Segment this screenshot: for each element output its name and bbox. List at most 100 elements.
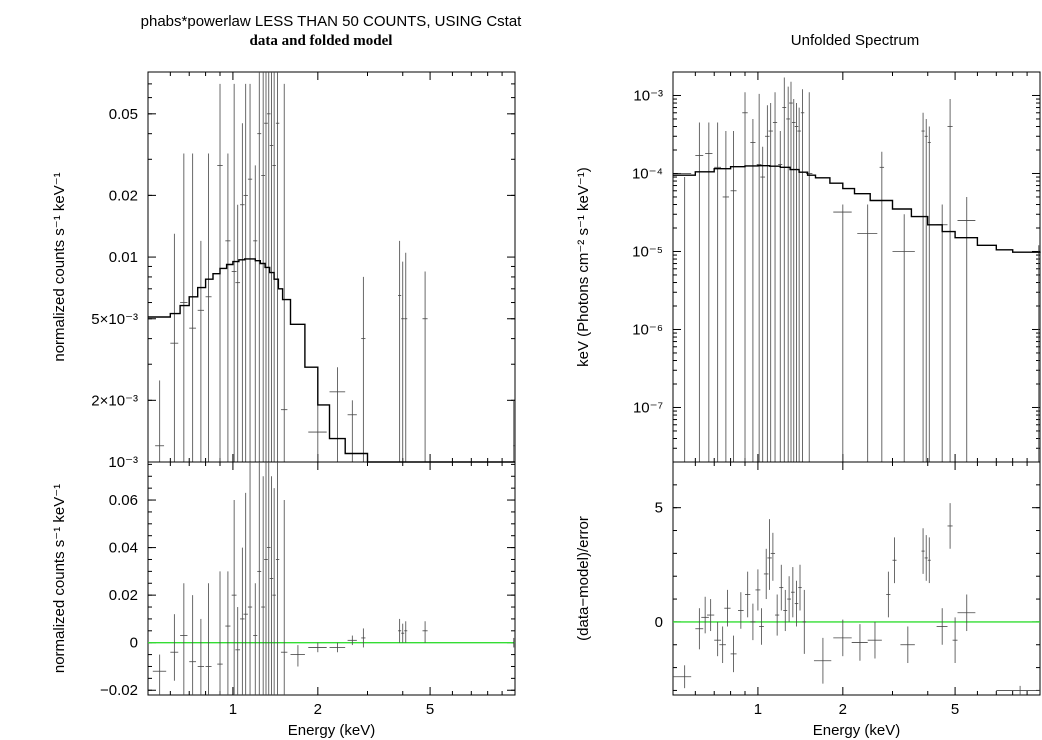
data-point [398, 240, 402, 462]
data-point [768, 103, 773, 462]
x-tick-label: 2 [839, 701, 847, 718]
data-point [763, 548, 769, 600]
data-point [724, 589, 731, 627]
data-point [189, 595, 197, 695]
data-point [347, 635, 357, 646]
data-point [275, 72, 280, 462]
data-point [225, 153, 231, 462]
data-point [879, 151, 885, 462]
data-point [851, 624, 868, 661]
data-point [927, 537, 931, 584]
model-curve [673, 165, 1041, 253]
data-point [798, 564, 802, 611]
data-point [775, 594, 780, 636]
y-axis-label: (data−model)/error [575, 516, 592, 641]
data-point [398, 618, 402, 643]
y-tick-label: 0 [655, 614, 663, 631]
data-point [266, 462, 271, 695]
data-point [261, 476, 266, 695]
data-point [180, 153, 188, 462]
data-point [857, 204, 878, 462]
data-point [243, 492, 248, 695]
data-point [197, 618, 205, 695]
data-point [701, 596, 709, 634]
data-point [892, 537, 897, 584]
y-tick-label: 5 [655, 500, 663, 517]
data-point [361, 628, 366, 648]
y-tick-label: 0.01 [109, 249, 138, 266]
y-tick-label: 0.04 [109, 540, 138, 557]
data-point [272, 72, 276, 462]
panel-left-bottom: 1 2 5 0.06 0.04 0.02 0 −0.02 normalized counts s… [51, 461, 516, 739]
y-tick-label: 0.02 [109, 187, 138, 204]
data-point [247, 83, 253, 462]
data-point [927, 126, 931, 462]
y-tick-label: 0.02 [109, 587, 138, 604]
x-tick-label: 1 [754, 701, 762, 718]
right-chart-title: Unfolded Spectrum [791, 32, 919, 49]
data-point [329, 367, 346, 462]
data-point [782, 77, 787, 462]
data-point [231, 83, 237, 462]
data-point [767, 519, 772, 590]
data-point [787, 576, 791, 622]
data-point [722, 131, 730, 462]
data-point [778, 131, 783, 462]
data-point [677, 173, 692, 462]
data-point [794, 580, 799, 627]
y-tick-label: 5×10⁻³ [91, 311, 138, 328]
y-tick-label: 10⁻⁷ [633, 399, 663, 416]
y-tick-label: 10⁻⁶ [632, 321, 663, 338]
panel-left-top: 0.05 0.02 0.01 5×10⁻³ 2×10⁻³ 10⁻³ normalized c… [51, 71, 516, 471]
left-chart-subtitle: data and folded model [250, 33, 393, 49]
data-point [404, 621, 408, 643]
data-point [280, 500, 288, 695]
plot-frame [672, 71, 1041, 463]
model-curve [148, 258, 515, 463]
data-point [947, 99, 953, 462]
y-tick-label: 10⁻³ [108, 454, 138, 471]
data-point [813, 637, 832, 684]
data-point [738, 592, 744, 629]
left-chart-title: phabs*powerlaw LESS THAN 50 COUNTS, USIN… [141, 13, 523, 30]
y-axis-label: keV (Photons cm⁻² s⁻¹ keV⁻¹) [575, 167, 592, 367]
data-point [422, 621, 428, 643]
data-point [765, 105, 770, 462]
data-point [730, 635, 737, 673]
y-tick-label: 0.06 [109, 492, 138, 509]
y-axis-label: normalized counts s⁻¹ keV⁻¹ [51, 484, 68, 673]
data-point [347, 400, 357, 462]
y-tick-label: 10⁻⁵ [632, 243, 663, 260]
data-point [742, 92, 748, 462]
plot-frame [147, 461, 516, 696]
y-tick-label: −0.02 [100, 682, 138, 699]
y-tick-label: 10⁻³ [633, 87, 663, 104]
data-point [750, 603, 756, 641]
y-tick-label: 2×10⁻³ [91, 392, 138, 409]
data-point [231, 500, 237, 695]
data-point [921, 528, 925, 574]
data-point [770, 532, 776, 581]
data-point [750, 118, 756, 462]
data-point [996, 685, 1040, 695]
data-point [217, 571, 223, 695]
data-point [936, 608, 948, 645]
data-point [152, 654, 167, 695]
data-point [243, 83, 248, 462]
data-point [924, 118, 928, 462]
data-point [791, 99, 796, 462]
x-tick-label: 2 [314, 701, 322, 718]
data-point [921, 112, 925, 462]
data-point [833, 204, 852, 462]
data-point [867, 621, 882, 659]
data-point [714, 122, 722, 462]
data-point [772, 92, 778, 462]
data-point [759, 608, 764, 645]
data-point [789, 81, 793, 462]
data-point [170, 233, 179, 462]
data-point [361, 276, 366, 462]
data-point [779, 564, 784, 611]
data-point [755, 569, 761, 611]
data-point [272, 488, 276, 695]
